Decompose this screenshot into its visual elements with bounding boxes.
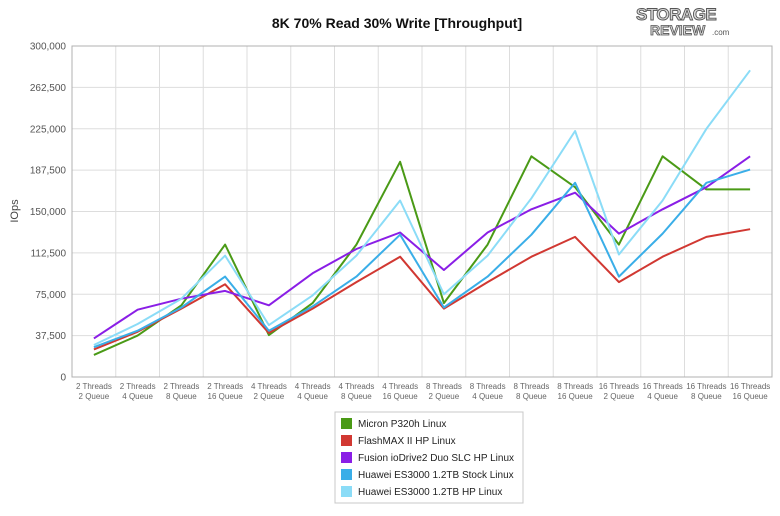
- x-tick-label-line: 8 Threads: [513, 382, 549, 391]
- y-tick-label: 187,500: [30, 166, 67, 177]
- x-tick-label-line: 16 Queue: [733, 392, 769, 401]
- x-tick-label-line: 2 Queue: [254, 392, 285, 401]
- y-tick-labels: 0 37,500 75,000 112,500 150,000 187,500 225,00…: [30, 42, 67, 384]
- x-tick-label-line: 2 Threads: [76, 382, 112, 391]
- x-tick-label-line: 16 Threads: [686, 382, 726, 391]
- x-tick-label-line: 16 Queue: [208, 392, 244, 401]
- x-tick-label: 4 Threads 2 Queue: [251, 382, 287, 401]
- legend-label: Micron P320h Linux: [358, 419, 446, 430]
- x-tick-label-line: 2 Queue: [429, 392, 460, 401]
- x-tick-label: 2 Threads 2 Queue: [76, 382, 112, 401]
- x-tick-label-line: 4 Queue: [297, 392, 328, 401]
- legend-swatch: [341, 486, 352, 497]
- x-tick-label-line: 4 Threads: [338, 382, 374, 391]
- chart-title: 8K 70% Read 30% Write [Throughput]: [272, 15, 522, 31]
- x-tick-label: 2 Threads 4 Queue: [120, 382, 156, 401]
- series-line-0: [93, 155, 751, 356]
- legend-swatch: [341, 418, 352, 429]
- legend-swatch: [341, 435, 352, 446]
- x-tick-label: 16 Threads 2 Queue: [599, 382, 639, 401]
- series-line-2: [93, 155, 751, 340]
- x-tick-label-line: 4 Queue: [122, 392, 153, 401]
- legend-box: [334, 411, 524, 504]
- gridlines: [72, 45, 772, 378]
- x-tick-label: 16 Threads 8 Queue: [686, 382, 726, 401]
- x-tick-label-line: 16 Threads: [642, 382, 682, 391]
- x-tick-label: 16 Threads 4 Queue: [642, 382, 682, 401]
- x-tick-label-line: 4 Threads: [382, 382, 418, 391]
- x-tick-label-line: 4 Threads: [251, 382, 287, 391]
- x-tick-label: 4 Threads 4 Queue: [295, 382, 331, 401]
- series-line-1: [93, 228, 751, 351]
- legend-label: FlashMAX II HP Linux: [358, 436, 456, 447]
- x-tick-label: 4 Threads 8 Queue: [338, 382, 374, 401]
- x-tick-label-line: 4 Queue: [472, 392, 503, 401]
- logo-line-1: STORAGE: [636, 5, 716, 24]
- x-tick-label-line: 2 Queue: [79, 392, 110, 401]
- x-tick-label: 8 Threads 8 Queue: [513, 382, 549, 401]
- y-tick-label: 262,500: [30, 83, 67, 94]
- y-tick-label: 75,000: [35, 290, 66, 301]
- x-tick-label-line: 2 Threads: [120, 382, 156, 391]
- legend-label: Fusion ioDrive2 Duo SLC HP Linux: [358, 453, 514, 464]
- y-tick-label: 112,500: [31, 248, 67, 259]
- legend-label: Huawei ES3000 1.2TB Stock Linux: [358, 470, 514, 481]
- y-axis-label: IOps: [9, 199, 21, 223]
- logo-line-2: REVIEW: [650, 22, 706, 38]
- x-tick-label-line: 8 Threads: [557, 382, 593, 391]
- y-tick-label: 150,000: [30, 207, 67, 218]
- x-tick-label-line: 2 Threads: [207, 382, 243, 391]
- x-tick-label-line: 8 Queue: [341, 392, 372, 401]
- x-tick-label-line: 8 Queue: [166, 392, 197, 401]
- x-tick-label: 8 Threads 2 Queue: [426, 382, 462, 401]
- storage-review-logo: STORAGE REVIEW .com: [636, 5, 730, 39]
- x-tick-label: 2 Threads 8 Queue: [163, 382, 199, 401]
- x-tick-label-line: 8 Queue: [691, 392, 722, 401]
- x-tick-label: 2 Threads 16 Queue: [207, 382, 243, 401]
- x-tick-label: 16 Threads 16 Queue: [730, 382, 770, 401]
- y-tick-label: 37,500: [35, 331, 66, 342]
- x-tick-label-line: 2 Threads: [163, 382, 199, 391]
- plot-area: [71, 45, 773, 378]
- x-tick-label-line: 8 Threads: [470, 382, 506, 391]
- y-tick-label: 225,000: [30, 124, 67, 135]
- x-tick-label-line: 16 Threads: [730, 382, 770, 391]
- x-tick-label-line: 8 Threads: [426, 382, 462, 391]
- series-lines: [93, 69, 751, 356]
- x-tick-label: 4 Threads 16 Queue: [382, 382, 418, 401]
- series-line-3: [93, 168, 751, 349]
- x-tick-label-line: 2 Queue: [604, 392, 635, 401]
- legend: Micron P320h Linux FlashMAX II HP Linux Fu…: [334, 411, 524, 504]
- legend-swatch: [341, 469, 352, 480]
- x-tick-label-line: 4 Queue: [647, 392, 678, 401]
- x-tick-label-line: 8 Queue: [516, 392, 547, 401]
- y-tick-label: 0: [60, 373, 66, 384]
- x-tick-label-line: 16 Queue: [558, 392, 594, 401]
- x-tick-label-line: 4 Threads: [295, 382, 331, 391]
- legend-label: Huawei ES3000 1.2TB HP Linux: [358, 487, 502, 498]
- y-tick-label: 300,000: [30, 42, 67, 53]
- legend-swatch: [341, 452, 352, 463]
- x-tick-label: 8 Threads 4 Queue: [470, 382, 506, 401]
- x-tick-label-line: 16 Threads: [599, 382, 639, 391]
- x-tick-label-line: 16 Queue: [383, 392, 419, 401]
- series-line-4: [93, 69, 751, 346]
- logo-suffix: .com: [712, 28, 730, 37]
- x-tick-label: 8 Threads 16 Queue: [557, 382, 593, 401]
